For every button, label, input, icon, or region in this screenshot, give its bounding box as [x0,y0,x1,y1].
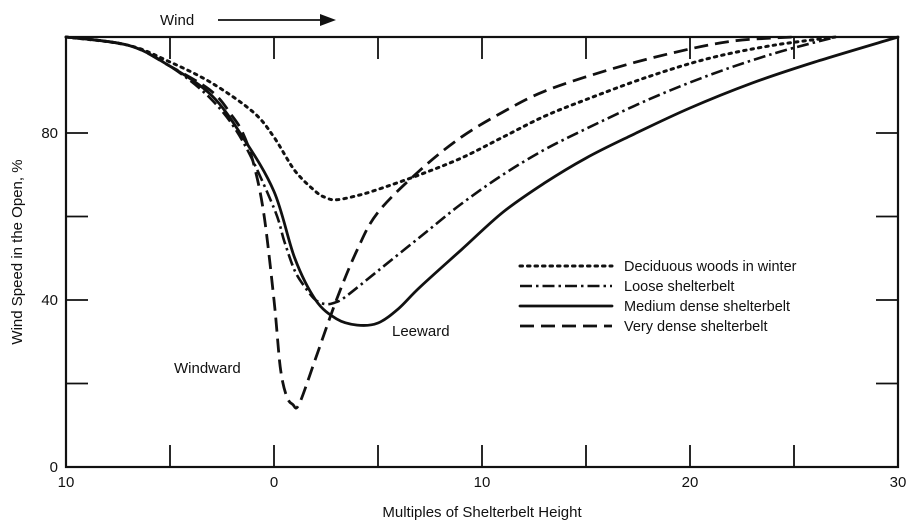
series-lines [64,35,900,410]
leeward-label: Leeward [392,323,450,340]
wind-arrow-head [320,14,336,26]
legend: Deciduous woods in winter Loose shelterbe… [518,259,797,335]
wind-annotation: Wind [160,12,336,29]
legend-label-2: Loose shelterbelt [624,279,734,295]
x-tick-label: 20 [682,474,699,491]
series-line-3 [64,35,900,327]
x-tick-label: 0 [270,474,278,491]
x-axis-title: Multiples of Shelterbelt Height [382,504,582,521]
series-line-4 [65,35,795,410]
legend-label-1: Deciduous woods in winter [624,259,797,275]
y-tick-label: 40 [41,292,58,309]
series-line-2 [65,35,836,306]
legend-label-4: Very dense shelterbelt [624,319,767,335]
y-tick-label: 80 [41,125,58,142]
plot-frame [64,35,900,469]
y-axis-title: Wind Speed in the Open, % [9,159,26,344]
windward-label: Windward [174,360,241,377]
y-tick-label: 0 [50,459,58,476]
x-tick-label: 10 [474,474,491,491]
x-tick-label: 10 [58,474,75,491]
series-line-1 [64,35,838,202]
wind-label: Wind [160,12,194,29]
legend-label-3: Medium dense shelterbelt [624,299,790,315]
x-tick-label: 30 [890,474,907,491]
